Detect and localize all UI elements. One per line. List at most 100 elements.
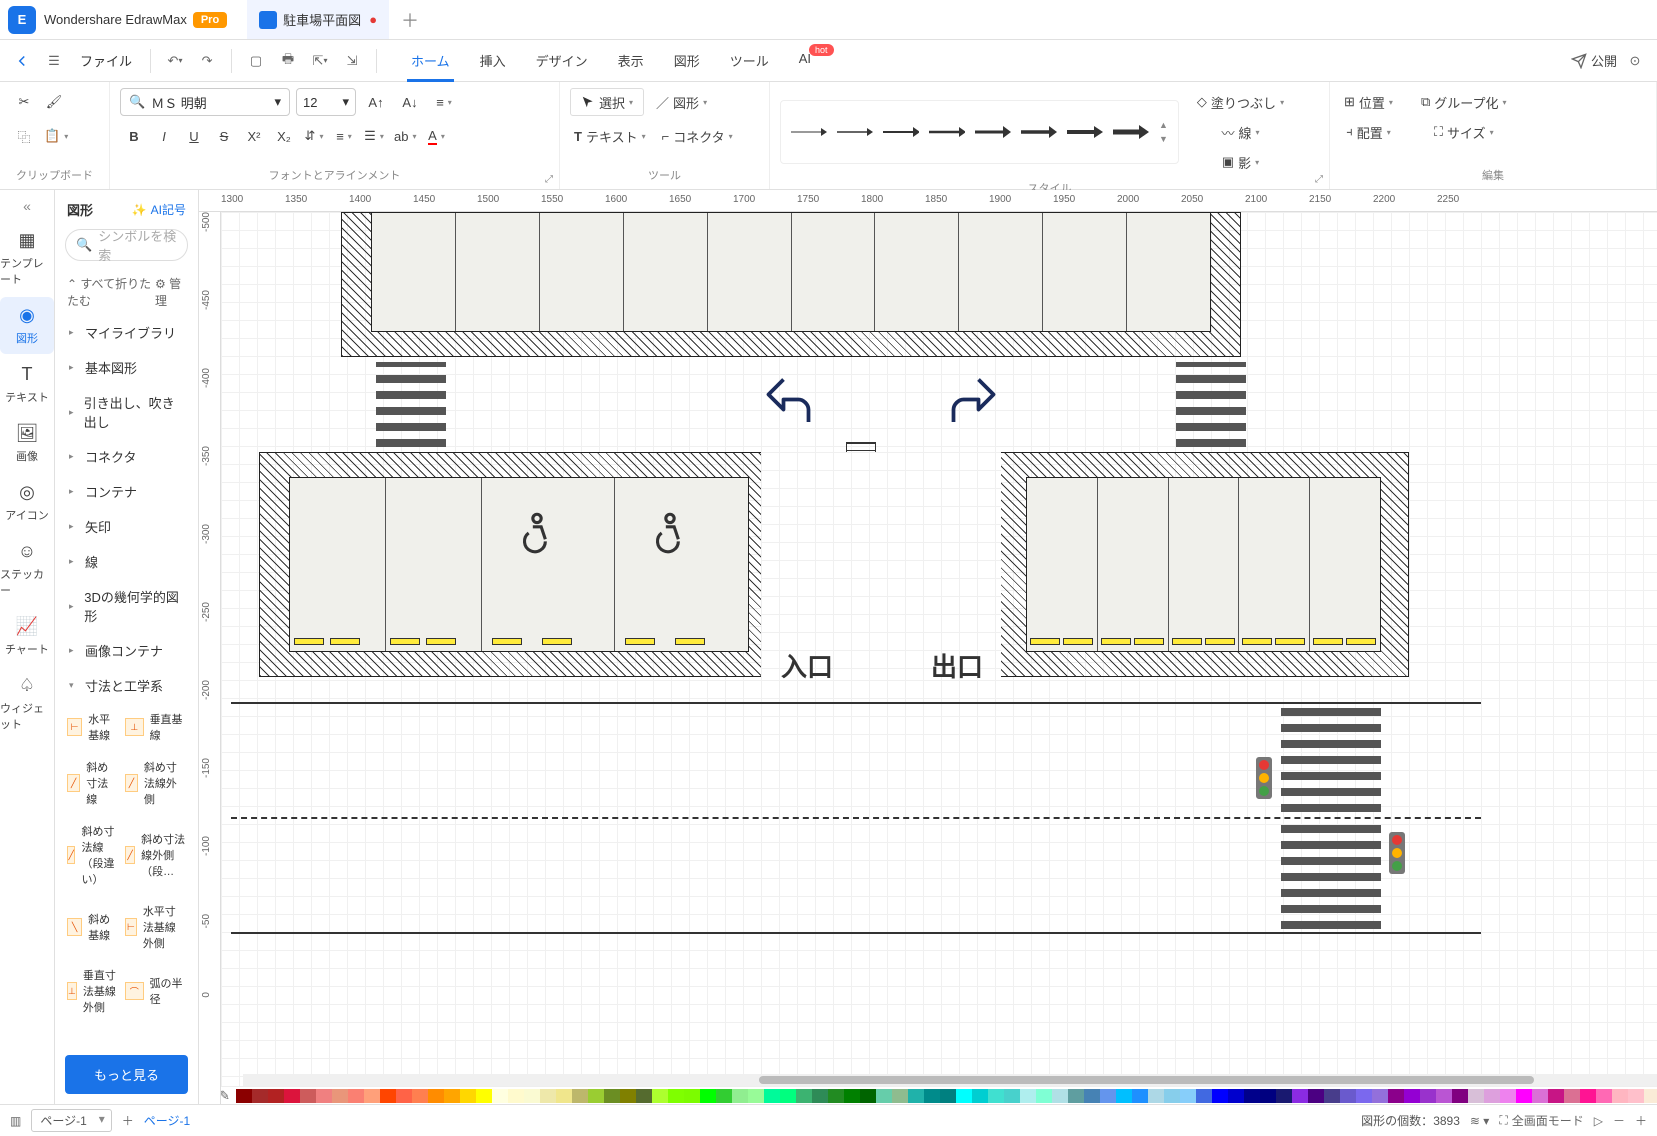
page-tab[interactable]: ページ-1 [144, 1112, 190, 1129]
cat-3d[interactable]: ▸3Dの幾何学的図形 [55, 579, 198, 633]
cat-basic[interactable]: ▸基本図形 [55, 350, 198, 385]
add-page-button[interactable]: ＋ [122, 1112, 134, 1129]
ai-symbol-button[interactable]: ✨ AI記号 [132, 201, 186, 218]
dim-item[interactable]: ⊢水平基線 [63, 705, 121, 749]
paste-button[interactable]: 📋▾ [40, 122, 72, 150]
color-swatch[interactable] [860, 1089, 876, 1103]
color-swatch[interactable] [764, 1089, 780, 1103]
bold-button[interactable]: B [120, 122, 148, 150]
crosswalk-main-top[interactable] [1281, 707, 1381, 812]
shadow-button[interactable]: ▣ 影▾ [1193, 148, 1288, 176]
dim-item[interactable]: ╱斜め寸法線 [63, 753, 121, 813]
color-swatch[interactable] [1324, 1089, 1340, 1103]
pages-icon[interactable]: ▥ [10, 1114, 21, 1128]
format-painter-button[interactable]: 🖌 [40, 88, 68, 116]
color-swatch[interactable] [796, 1089, 812, 1103]
color-swatch[interactable] [252, 1089, 268, 1103]
parking-row-top[interactable] [371, 212, 1211, 332]
line-button[interactable]: 〰 線▾ [1193, 118, 1288, 146]
cat-mylibrary[interactable]: ▸マイライブラリ [55, 315, 198, 350]
manage-button[interactable]: ⚙ 管理 [155, 275, 186, 309]
color-swatch[interactable] [988, 1089, 1004, 1103]
tab-shape[interactable]: 図形 [670, 41, 704, 80]
cat-container[interactable]: ▸コンテナ [55, 474, 198, 509]
size-button[interactable]: ⛶ サイズ▾ [1417, 118, 1511, 146]
superscript-button[interactable]: X² [240, 122, 268, 150]
color-swatch[interactable] [1404, 1089, 1420, 1103]
color-swatch[interactable] [364, 1089, 380, 1103]
color-swatch[interactable] [1644, 1089, 1657, 1103]
tab-tool[interactable]: ツール [726, 41, 773, 80]
color-swatch[interactable] [924, 1089, 940, 1103]
entry-label[interactable]: 入口 [781, 647, 833, 684]
tab-ai[interactable]: AIhot [795, 41, 840, 80]
more-shapes-button[interactable]: もっと見る [65, 1055, 188, 1094]
file-menu[interactable]: ファイル [80, 51, 132, 70]
turn-arrow-left[interactable] [761, 372, 821, 432]
dim-item[interactable]: ╱斜め寸法線（段違い） [63, 817, 121, 893]
color-swatch[interactable] [492, 1089, 508, 1103]
color-swatch[interactable] [1180, 1089, 1196, 1103]
color-swatch[interactable] [1596, 1089, 1612, 1103]
color-swatch[interactable] [348, 1089, 364, 1103]
cat-imgcontainer[interactable]: ▸画像コンテナ [55, 633, 198, 668]
list-button[interactable]: ☰▾ [360, 122, 388, 150]
rail-icon[interactable]: ◎アイコン [0, 474, 54, 531]
color-swatch[interactable] [236, 1089, 252, 1103]
color-swatch[interactable] [1292, 1089, 1308, 1103]
color-swatch[interactable] [668, 1089, 684, 1103]
rail-sticker[interactable]: ☺ステッカー [0, 533, 54, 606]
color-swatch[interactable] [604, 1089, 620, 1103]
color-swatch[interactable] [396, 1089, 412, 1103]
rail-text[interactable]: Tテキスト [0, 356, 54, 413]
dim-item[interactable]: ⊥垂直寸法基線外側 [63, 961, 121, 1021]
color-swatch[interactable] [652, 1089, 668, 1103]
menu-icon[interactable]: ☰ [40, 47, 68, 75]
dim-item[interactable]: ╱斜め寸法線外側（段… [121, 817, 190, 893]
gallery-up-icon[interactable]: ▲ [1159, 120, 1168, 130]
tab-design[interactable]: デザイン [532, 41, 592, 80]
rail-image[interactable]: 🖼画像 [0, 415, 54, 472]
color-swatch[interactable] [620, 1089, 636, 1103]
spacing-button[interactable]: ⇵▾ [300, 122, 328, 150]
color-swatch[interactable] [828, 1089, 844, 1103]
color-swatch[interactable] [1276, 1089, 1292, 1103]
color-swatch[interactable] [1196, 1089, 1212, 1103]
crosswalk-small-right[interactable] [1176, 362, 1246, 447]
cat-line[interactable]: ▸線 [55, 544, 198, 579]
color-swatch[interactable] [572, 1089, 588, 1103]
underline-button[interactable]: U [180, 122, 208, 150]
color-swatch[interactable] [556, 1089, 572, 1103]
color-swatch[interactable] [380, 1089, 396, 1103]
color-swatch[interactable] [1452, 1089, 1468, 1103]
rail-templates[interactable]: ▦テンプレート [0, 222, 54, 295]
color-swatch[interactable] [876, 1089, 892, 1103]
crosswalk-main-bottom[interactable] [1281, 824, 1381, 929]
crosswalk-small-left[interactable] [376, 362, 446, 447]
align-button[interactable]: ≡▾ [430, 88, 458, 116]
color-swatch[interactable] [1580, 1089, 1596, 1103]
color-swatch[interactable] [1308, 1089, 1324, 1103]
color-swatch[interactable] [1116, 1089, 1132, 1103]
page-select[interactable]: ページ-1 [31, 1109, 111, 1132]
color-swatch[interactable] [956, 1089, 972, 1103]
style-gallery[interactable]: ▲ ▼ [780, 100, 1179, 164]
lineheight-button[interactable]: ≡▾ [330, 122, 358, 150]
position-button[interactable]: ⊞ 位置▾ [1340, 88, 1397, 116]
print-button[interactable]: 🖶 [274, 47, 302, 75]
undo-button[interactable]: ↶ ▾ [161, 47, 189, 75]
road-centerline[interactable] [231, 817, 1481, 819]
shape-tool-button[interactable]: ／ 図形▾ [652, 88, 711, 116]
style-launcher-icon[interactable]: ⤢ [1315, 174, 1323, 185]
cut-button[interactable]: ✂ [10, 88, 38, 116]
save-button[interactable]: ▢ [242, 47, 270, 75]
color-swatch[interactable] [1036, 1089, 1052, 1103]
cat-connector[interactable]: ▸コネクタ [55, 439, 198, 474]
rail-chart[interactable]: 📈チャート [0, 608, 54, 665]
new-tab-button[interactable]: ＋ [401, 7, 419, 33]
traffic-light-top[interactable] [1256, 757, 1272, 799]
publish-button[interactable]: 公開 [1571, 51, 1617, 70]
dim-item[interactable]: ⊥垂直基線 [121, 705, 190, 749]
color-swatch[interactable] [1516, 1089, 1532, 1103]
fill-button[interactable]: ◇ 塗りつぶし▾ [1193, 88, 1288, 116]
